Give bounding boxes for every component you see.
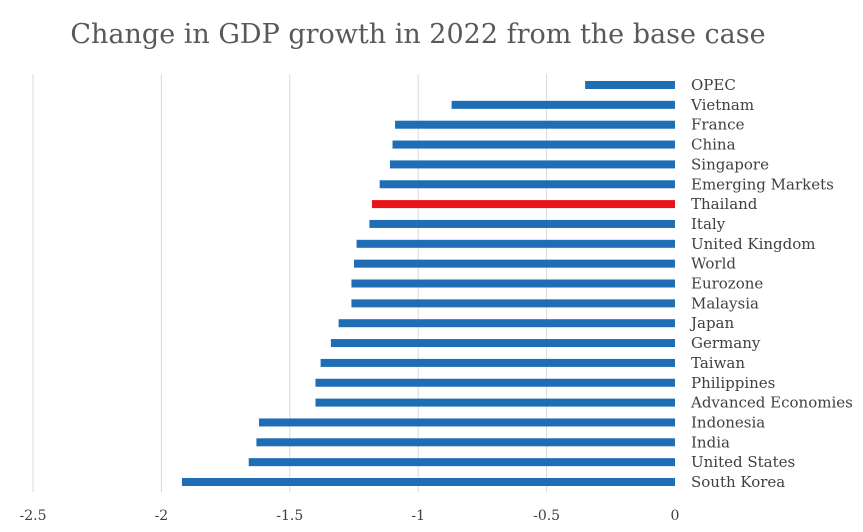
category-label: Malaysia bbox=[691, 294, 759, 312]
x-tick-label: -1.5 bbox=[276, 508, 303, 524]
x-tick-label: -2 bbox=[155, 508, 169, 524]
category-label: India bbox=[691, 433, 730, 451]
bar bbox=[338, 319, 675, 328]
bar bbox=[369, 219, 675, 228]
category-label: Advanced Economies bbox=[690, 394, 853, 412]
bar bbox=[320, 358, 675, 367]
category-label: Singapore bbox=[691, 155, 769, 173]
category-label: Italy bbox=[691, 215, 726, 233]
category-label: South Korea bbox=[691, 473, 785, 491]
bar bbox=[354, 259, 675, 268]
category-label: Eurozone bbox=[691, 275, 763, 293]
bar bbox=[315, 398, 675, 407]
x-axis-tick-labels: -2.5 -2 -1.5 -1 -0.5 0 bbox=[20, 508, 680, 524]
bar bbox=[351, 279, 675, 288]
x-tick-label: -1 bbox=[411, 508, 425, 524]
bar bbox=[330, 339, 675, 348]
category-label: Germany bbox=[691, 334, 761, 352]
category-label: Taiwan bbox=[691, 354, 745, 372]
bar bbox=[356, 239, 675, 248]
x-tick-label: -0.5 bbox=[533, 508, 560, 524]
bar bbox=[258, 418, 675, 427]
bar bbox=[392, 140, 675, 149]
bar bbox=[395, 120, 675, 129]
bar bbox=[351, 299, 675, 308]
category-label: France bbox=[691, 116, 745, 134]
bar bbox=[451, 100, 675, 109]
bar bbox=[181, 478, 675, 486]
bar bbox=[389, 160, 675, 169]
category-label: Philippines bbox=[691, 374, 775, 392]
bar bbox=[256, 438, 675, 447]
category-label: Vietnam bbox=[690, 96, 754, 114]
x-tick-label: 0 bbox=[671, 508, 680, 524]
category-label: Thailand bbox=[691, 195, 758, 213]
chart-title: Change in GDP growth in 2022 from the ba… bbox=[70, 19, 765, 50]
bar bbox=[585, 81, 675, 89]
bar bbox=[248, 458, 675, 467]
category-label: United Kingdom bbox=[691, 235, 816, 253]
category-label: Japan bbox=[689, 314, 735, 332]
x-tick-label: -2.5 bbox=[20, 508, 47, 524]
category-label: OPEC bbox=[691, 76, 736, 94]
category-label: Emerging Markets bbox=[691, 175, 834, 193]
bar bbox=[379, 180, 675, 189]
category-label: World bbox=[691, 255, 736, 273]
bar bbox=[371, 200, 675, 209]
category-label: China bbox=[691, 136, 736, 154]
bars bbox=[181, 81, 675, 486]
bar bbox=[315, 378, 675, 387]
category-label: Indonesia bbox=[691, 413, 765, 431]
category-label: United States bbox=[691, 453, 795, 471]
